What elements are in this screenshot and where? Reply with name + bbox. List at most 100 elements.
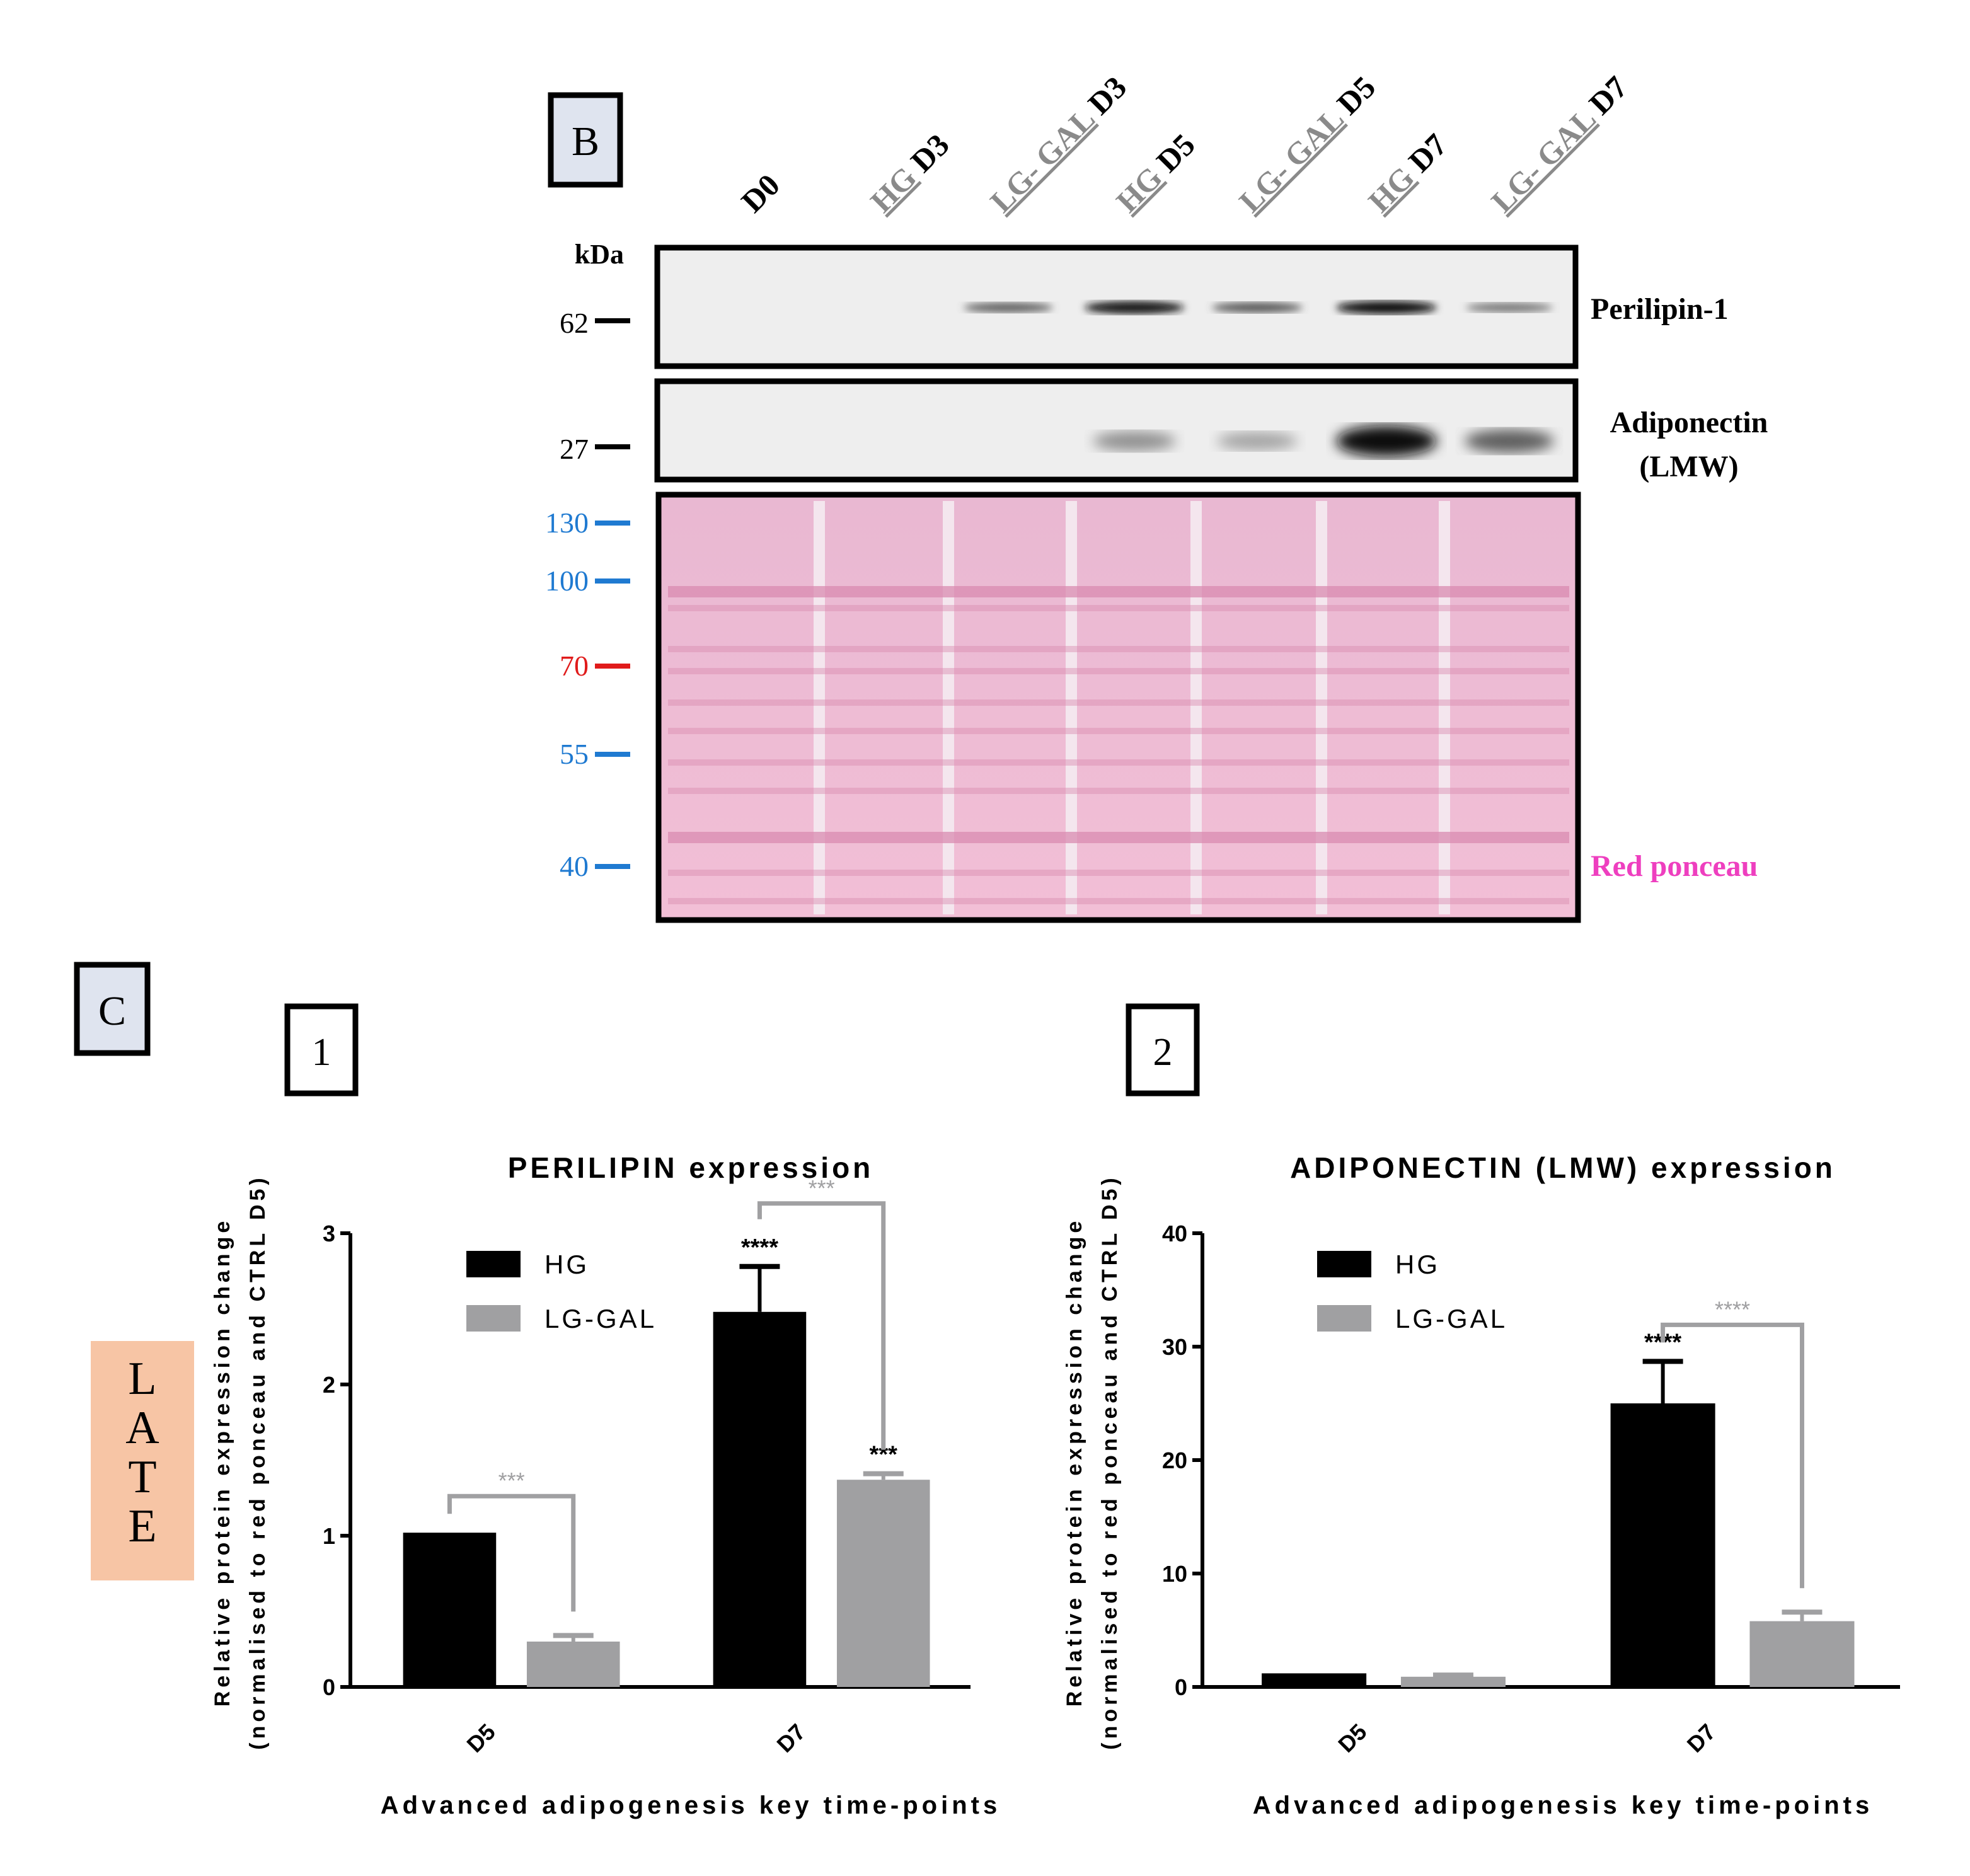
chart-2-bar-HG-D5 [1262, 1673, 1367, 1687]
blot-adiponectin: 27 Adiponectin (LMW) [560, 378, 1768, 483]
chart-2-legend-swatch-HG [1317, 1251, 1371, 1277]
lane-label-4: HG D5 [1109, 127, 1202, 219]
chart-1-xlabel: Advanced adipogenesis key time-points [381, 1792, 1001, 1819]
chart-2-xtick-label-D5: D5 [1333, 1718, 1372, 1758]
chart-1-bar-LG-GAL-D7 [836, 1480, 930, 1687]
chart-1-xtick-label-D7: D7 [771, 1718, 810, 1758]
chart-1-bracket-D7 [757, 1201, 886, 1450]
lane-label-2: HG D3 [863, 127, 956, 219]
marker-62-tick [595, 318, 630, 323]
chart-1-ytick-label-0: 0 [323, 1674, 335, 1700]
band-2-lane-5 [1217, 432, 1298, 451]
blot-adiponectin-bands [1093, 425, 1554, 457]
lane-label-7-condition: LG- GAL [1484, 101, 1602, 219]
ponceau-lane-gap-1 [814, 501, 825, 914]
kda-label: kDa [575, 239, 624, 270]
chart-1-ytick-label-3: 3 [323, 1221, 335, 1246]
chart-1-legend-swatch-HG [466, 1251, 521, 1277]
chart-2-ytick-label-40: 40 [1162, 1221, 1187, 1246]
ponceau-lanes [668, 501, 1569, 914]
ponceau-band-11 [668, 898, 1569, 904]
chart-1-bracket-sig-D5: *** [498, 1468, 525, 1493]
band-2-lane-7 [1465, 429, 1554, 453]
late-tag-letter-3: T [128, 1451, 156, 1503]
late-tag-letter-2: A [125, 1402, 159, 1454]
late-tag [91, 1341, 194, 1580]
chart-2: 2 ADIPONECTIN (LMW) expression Relative … [1063, 1003, 1900, 1819]
ponceau-marker-130: 130 [545, 507, 589, 539]
chart-2-ytick-label-0: 0 [1175, 1674, 1187, 1700]
lane-label-5: LG- GAL D5 [1232, 69, 1382, 219]
ponceau-label: Red ponceau [1591, 849, 1758, 883]
chart-1-number: 1 [312, 1031, 331, 1074]
lane-label-3: LG- GAL D3 [983, 69, 1133, 219]
chart-1-bracket-sig-D7: *** [809, 1175, 835, 1201]
panel-b-label-box [548, 92, 623, 188]
blot-adiponectin-frame [654, 378, 1579, 483]
ponceau-lane-gap-4 [1190, 501, 1202, 914]
chart-2-ylabel: Relative protein expression change [1063, 1217, 1086, 1707]
chart-2-legend-label-HG: HG [1395, 1250, 1440, 1279]
ponceau-marker-100-tick [595, 578, 630, 584]
chart-1-ytick-label-2: 2 [323, 1372, 335, 1398]
chart-2-xlabel: Advanced adipogenesis key time-points [1253, 1792, 1873, 1819]
band-2-lane-6 [1336, 425, 1437, 457]
ponceau-lane-gap-3 [1066, 501, 1077, 914]
ponceau-band-10 [668, 870, 1569, 876]
blot-perilipin-bands [964, 301, 1553, 314]
ponceau-stain: 130 100 70 55 40 Red ponceau [545, 492, 1758, 923]
ponceau-band-6 [668, 728, 1569, 734]
ponceau-lane-gap-5 [1316, 501, 1327, 914]
lane-label-5-condition: LG- GAL [1232, 101, 1350, 219]
marker-27: 27 [560, 433, 589, 465]
ponceau-band-5 [668, 699, 1569, 706]
ponceau-marker-55-tick [595, 752, 630, 757]
late-tag-letter-1: L [128, 1353, 156, 1405]
late-tag-letter-4: E [128, 1500, 156, 1552]
chart-1-bar-LG-GAL-D5 [526, 1642, 620, 1687]
ponceau-marker-100: 100 [545, 565, 589, 597]
band-1-lane-4 [1085, 301, 1184, 314]
chart-2-legend-swatch-LG-GAL [1317, 1305, 1371, 1332]
ponceau-frame [655, 492, 1581, 923]
chart-1: 1 PERILIPIN expression Relative protein … [210, 1003, 1001, 1819]
chart-2-legend-label-LG-GAL: LG-GAL [1395, 1304, 1507, 1333]
chart-2-bar-HG-D7 [1610, 1403, 1715, 1687]
ponceau-marker-130-tick [595, 521, 630, 526]
chart-1-title: PERILIPIN expression [508, 1151, 874, 1184]
ponceau-marker-55: 55 [560, 738, 589, 770]
band-1-lane-6 [1336, 301, 1437, 314]
lane-label-6: HG D7 [1361, 127, 1454, 219]
chart-2-bar-LG-GAL-D7 [1749, 1621, 1855, 1687]
chart-2-bracket-D7 [1661, 1322, 1804, 1589]
marker-27-tick [595, 444, 630, 449]
chart-2-number: 2 [1153, 1031, 1173, 1074]
chart-1-ytick-label-1: 1 [323, 1523, 335, 1549]
ponceau-band-1 [668, 586, 1569, 597]
blot-adiponectin-name-1: Adiponectin [1610, 406, 1768, 439]
ponceau-band-3 [668, 646, 1569, 652]
ponceau-membrane [659, 495, 1578, 920]
ponceau-marker-70-tick [595, 664, 630, 669]
panel-c-label: C [98, 988, 126, 1034]
blot-perilipin-name: Perilipin-1 [1591, 292, 1729, 326]
panel-b-label: B [572, 118, 599, 164]
ponceau-band-8 [668, 788, 1569, 794]
panel-c: C L A T E 1 PERILIPIN expression Relativ… [74, 962, 1900, 1819]
chart-2-ylabel2: (normalised to red ponceau and CTRL D5) [1098, 1174, 1122, 1749]
ponceau-marker-40: 40 [560, 850, 589, 882]
ponceau-lane-gap-2 [943, 501, 954, 914]
chart-2-number-box [1126, 1003, 1200, 1096]
chart-1-number-box [284, 1003, 359, 1096]
ponceau-markers: 130 100 70 55 40 [545, 507, 630, 882]
ponceau-band-9 [668, 832, 1569, 843]
lane-label-3-condition: LG- GAL [983, 101, 1101, 219]
lane-label-7: LG- GAL D7 [1484, 69, 1634, 219]
blot-perilipin: 62 Perilipin-1 [560, 245, 1729, 369]
chart-1-sig-D7-HG: **** [741, 1234, 778, 1261]
chart-1-ylabel2: (normalised to red ponceau and CTRL D5) [246, 1174, 270, 1749]
lane-label-1: D0 [734, 167, 786, 219]
band-1-lane-5 [1212, 302, 1303, 313]
